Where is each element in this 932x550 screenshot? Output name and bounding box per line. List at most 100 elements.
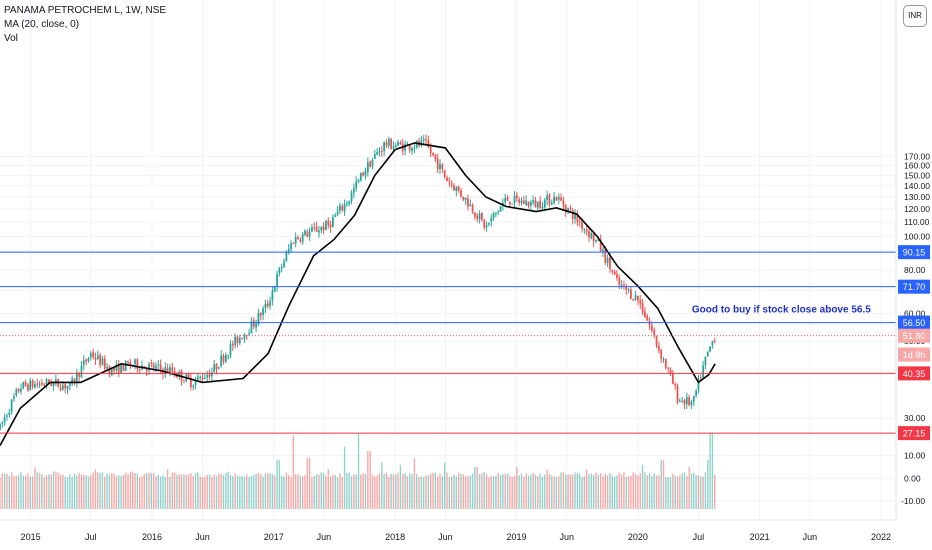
candle-body: [280, 266, 283, 269]
ma-indicator-label[interactable]: MA (20, close, 0): [4, 19, 80, 30]
candle: [322, 222, 325, 235]
candle: [199, 375, 202, 381]
candle-body: [425, 139, 427, 141]
candle: [120, 363, 122, 374]
volume-bar: [457, 472, 460, 509]
volume-bar: [262, 476, 264, 509]
volume-bar: [613, 476, 616, 509]
candle: [66, 385, 69, 395]
candle: [229, 340, 232, 359]
candle-body: [190, 377, 192, 387]
candle: [648, 317, 651, 331]
candle-body: [413, 147, 416, 149]
candle: [557, 193, 560, 205]
volume-bar: [604, 473, 607, 509]
volume-bar: [108, 474, 111, 509]
candle: [637, 295, 639, 306]
candle-body: [315, 226, 318, 232]
volume-bar: [48, 474, 50, 509]
candle: [27, 382, 29, 393]
candle: [653, 327, 656, 339]
volume-bar: [327, 469, 329, 509]
candle: [306, 229, 309, 238]
level-badge-51.80: 51.80: [898, 328, 930, 343]
candle-body: [699, 377, 702, 379]
x-tick-label: 2016: [142, 532, 162, 542]
volume-bar: [62, 474, 64, 509]
candle-body: [432, 152, 434, 155]
candle: [294, 232, 297, 248]
candle: [101, 355, 104, 366]
volume-bar: [569, 474, 572, 509]
volume-bar: [297, 474, 299, 509]
symbol-title[interactable]: PANAMA PETROCHEM L, 1W, NSE: [4, 5, 167, 16]
volume-bar: [99, 472, 101, 509]
candle: [662, 356, 665, 363]
volume-bar: [294, 474, 297, 509]
candle: [383, 141, 386, 157]
candle: [99, 352, 102, 369]
volume-bar: [113, 473, 115, 509]
candle-body: [520, 200, 523, 203]
x-tick-label: 2021: [750, 532, 770, 542]
candle-body: [78, 372, 81, 377]
candle-body: [227, 355, 230, 357]
candle: [292, 242, 295, 245]
volume-bar: [637, 475, 639, 509]
candle: [348, 200, 351, 207]
candle: [376, 148, 379, 156]
candle: [536, 201, 539, 211]
candle: [534, 196, 537, 208]
candle-body: [567, 208, 569, 212]
candle: [446, 175, 448, 182]
candle: [411, 146, 413, 155]
candle-body: [394, 145, 397, 148]
candle: [448, 177, 451, 187]
candle: [343, 199, 346, 216]
candle: [513, 191, 516, 208]
candle: [75, 368, 78, 388]
candle-body: [318, 230, 320, 233]
candle-body: [597, 239, 600, 241]
candle-body: [290, 243, 292, 250]
candle-body: [255, 323, 257, 328]
volume-indicator-label[interactable]: Vol: [4, 33, 18, 44]
candle-body: [380, 151, 383, 153]
volume-bar: [606, 475, 609, 509]
candle: [34, 380, 36, 389]
candle-body: [711, 341, 714, 346]
candle-body: [643, 311, 646, 318]
volume-bar: [625, 476, 627, 509]
volume-bar: [558, 476, 560, 509]
candle-body: [697, 378, 700, 391]
volume-bar: [357, 432, 360, 509]
volume-bar: [138, 477, 141, 509]
volume-bar: [572, 474, 574, 509]
annotation-text[interactable]: Good to buy if stock close above 56.5: [692, 304, 871, 315]
volume-bar: [483, 472, 485, 509]
candle: [695, 389, 698, 398]
candle-body: [595, 239, 597, 242]
currency-badge[interactable]: INR: [903, 5, 927, 27]
volume-bar: [211, 476, 213, 509]
candle: [190, 373, 192, 391]
candle-body: [292, 243, 295, 245]
candle-body: [683, 400, 686, 405]
candle: [576, 210, 579, 227]
volume-bar: [104, 476, 106, 509]
candle-body: [555, 197, 558, 201]
volume-bar: [111, 473, 113, 509]
candle-body: [157, 364, 160, 366]
candle-body: [378, 151, 381, 153]
volume-bar: [278, 460, 281, 509]
volume-bar: [579, 473, 581, 509]
volume-bar: [714, 474, 716, 509]
candle: [436, 153, 439, 174]
volume-bar: [246, 474, 248, 509]
candle: [136, 358, 139, 373]
candle-body: [481, 212, 483, 220]
candle: [595, 239, 597, 244]
candle: [583, 228, 586, 234]
candle: [31, 378, 34, 390]
